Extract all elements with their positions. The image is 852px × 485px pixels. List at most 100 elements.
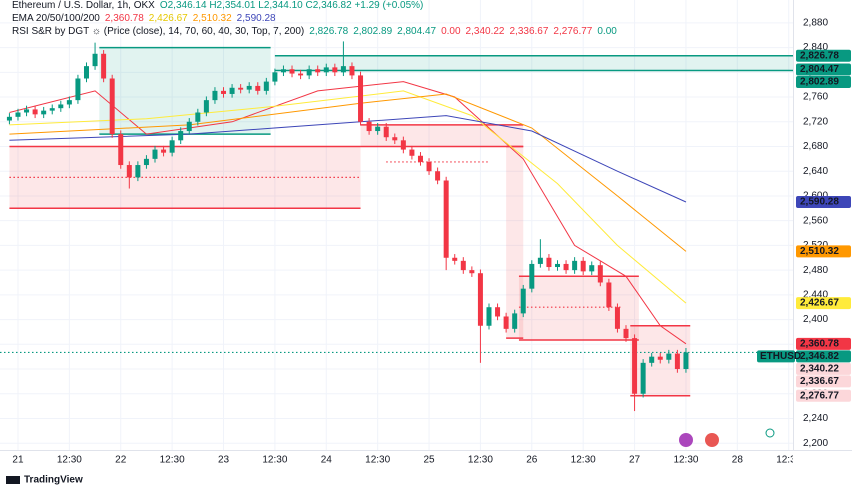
y-tick-label: 2,720 xyxy=(803,116,828,127)
settings-icon[interactable] xyxy=(765,428,775,438)
legend-row: RSI S&R by DGT ☼ (Price (close), 14, 70,… xyxy=(12,26,617,37)
legend-text: Ethereum / U.S. Dollar, 1h, OKX xyxy=(12,0,155,11)
candle-body xyxy=(83,66,89,79)
event-icon[interactable] xyxy=(679,433,693,447)
candle-body xyxy=(186,121,192,132)
ema-line xyxy=(9,81,687,345)
price-tag-label: 2,510.32 xyxy=(800,246,839,257)
plot-area xyxy=(0,0,793,450)
y-tick-label: 2,400 xyxy=(803,314,828,325)
candle-body xyxy=(255,85,261,91)
logo-text: TradingView xyxy=(24,475,83,485)
price-tag-label: 2,336.67 xyxy=(800,376,839,387)
candle-body xyxy=(161,149,167,153)
candle-body xyxy=(400,140,406,150)
candle-body xyxy=(435,171,441,181)
candle-body xyxy=(623,328,629,339)
y-tick-label: 2,480 xyxy=(803,265,828,276)
sr-zone xyxy=(99,47,271,135)
candle-body xyxy=(280,69,286,73)
candle-body xyxy=(486,307,492,326)
y-tick-label: 2,560 xyxy=(803,215,828,226)
x-tick-label: 22 xyxy=(115,455,127,466)
candle-body xyxy=(563,263,569,271)
candle-body xyxy=(443,180,449,258)
candle-body xyxy=(229,87,235,94)
candle-body xyxy=(58,104,64,109)
candle-body xyxy=(306,69,312,76)
candle-body xyxy=(178,131,184,141)
y-tick-label: 2,200 xyxy=(803,438,828,449)
candle-body xyxy=(41,110,47,115)
price-tag-label: 2,804.47 xyxy=(800,64,839,75)
x-tick-label: 26 xyxy=(526,455,538,466)
candle-body xyxy=(126,165,132,178)
x-tick-label: 12:30 xyxy=(673,455,698,466)
legend-row: Ethereum / U.S. Dollar, 1h, OKX O2,346.14… xyxy=(12,0,423,11)
candle-body xyxy=(460,260,466,271)
price-tag xyxy=(796,49,851,62)
candle-body xyxy=(212,90,218,101)
price-tag xyxy=(796,63,851,76)
legend-text: 2,510.32 xyxy=(193,13,232,24)
x-tick-label: 28 xyxy=(732,455,744,466)
candle-body xyxy=(340,66,346,73)
candle-body xyxy=(332,67,338,73)
x-tick-label: 12:30 xyxy=(57,455,82,466)
candle-body xyxy=(520,288,526,314)
candle-body xyxy=(24,109,30,113)
y-tick-label: 2,440 xyxy=(803,289,828,300)
candle-body xyxy=(118,134,124,166)
sr-zone xyxy=(274,55,793,71)
legend-text: RSI S&R by DGT ☼ (Price (close), 14, 70,… xyxy=(12,26,304,37)
candle-body xyxy=(135,165,141,178)
legend-row: EMA 20/50/100/200 2,360.78 2,426.67 2,510.3… xyxy=(12,13,276,24)
candle-body xyxy=(298,73,304,76)
candle-body xyxy=(92,53,98,67)
candle-body xyxy=(383,126,389,138)
price-tag xyxy=(796,337,851,350)
flag-icon[interactable] xyxy=(705,433,719,447)
price-tag-label: 2,802.89 xyxy=(800,77,839,88)
ema-line xyxy=(9,90,687,304)
price-tag-label: 2,346.82 xyxy=(800,351,839,362)
price-tag-label: 2,826.78 xyxy=(800,50,839,61)
legend-text: EMA 20/50/100/200 xyxy=(12,13,100,24)
x-tick-label: 27 xyxy=(629,455,641,466)
candle-body xyxy=(263,81,269,91)
candle-body xyxy=(272,72,278,82)
candle-body xyxy=(32,109,38,115)
y-tick-label: 2,640 xyxy=(803,166,828,177)
x-tick-label: 12:30 xyxy=(262,455,287,466)
candle-body xyxy=(15,112,21,117)
candle-body xyxy=(409,149,415,156)
candle-body xyxy=(238,87,244,90)
legend-text: 2,802.89 xyxy=(353,26,392,37)
legend-text: 2,336.67 xyxy=(509,26,548,37)
x-tick-label: 12:30 xyxy=(571,455,596,466)
candle-body xyxy=(469,270,475,274)
logo-icon xyxy=(6,476,20,484)
price-tag-label: 2,276.77 xyxy=(800,390,839,401)
price-tag-label: 2,590.28 xyxy=(800,197,839,208)
candle-body xyxy=(512,313,518,329)
candle-body xyxy=(580,260,586,272)
candle-body xyxy=(143,158,149,166)
candle-body xyxy=(349,66,355,76)
candle-body xyxy=(657,356,663,360)
candle-body xyxy=(674,353,680,370)
legend: Ethereum / U.S. Dollar, 1h, OKX O2,346.14… xyxy=(12,0,617,37)
price-tag xyxy=(796,76,851,89)
y-tick-label: 2,680 xyxy=(803,141,828,152)
price-tag xyxy=(796,389,851,402)
legend-text: 2,426.67 xyxy=(149,13,188,24)
candle-body xyxy=(195,112,201,122)
candle-body xyxy=(203,100,209,113)
sr-zone xyxy=(518,276,639,340)
candle-body xyxy=(597,265,603,283)
candle-body xyxy=(417,155,423,162)
candle-body xyxy=(109,78,115,135)
x-tick-label: 25 xyxy=(423,455,435,466)
candle-body xyxy=(169,140,175,153)
